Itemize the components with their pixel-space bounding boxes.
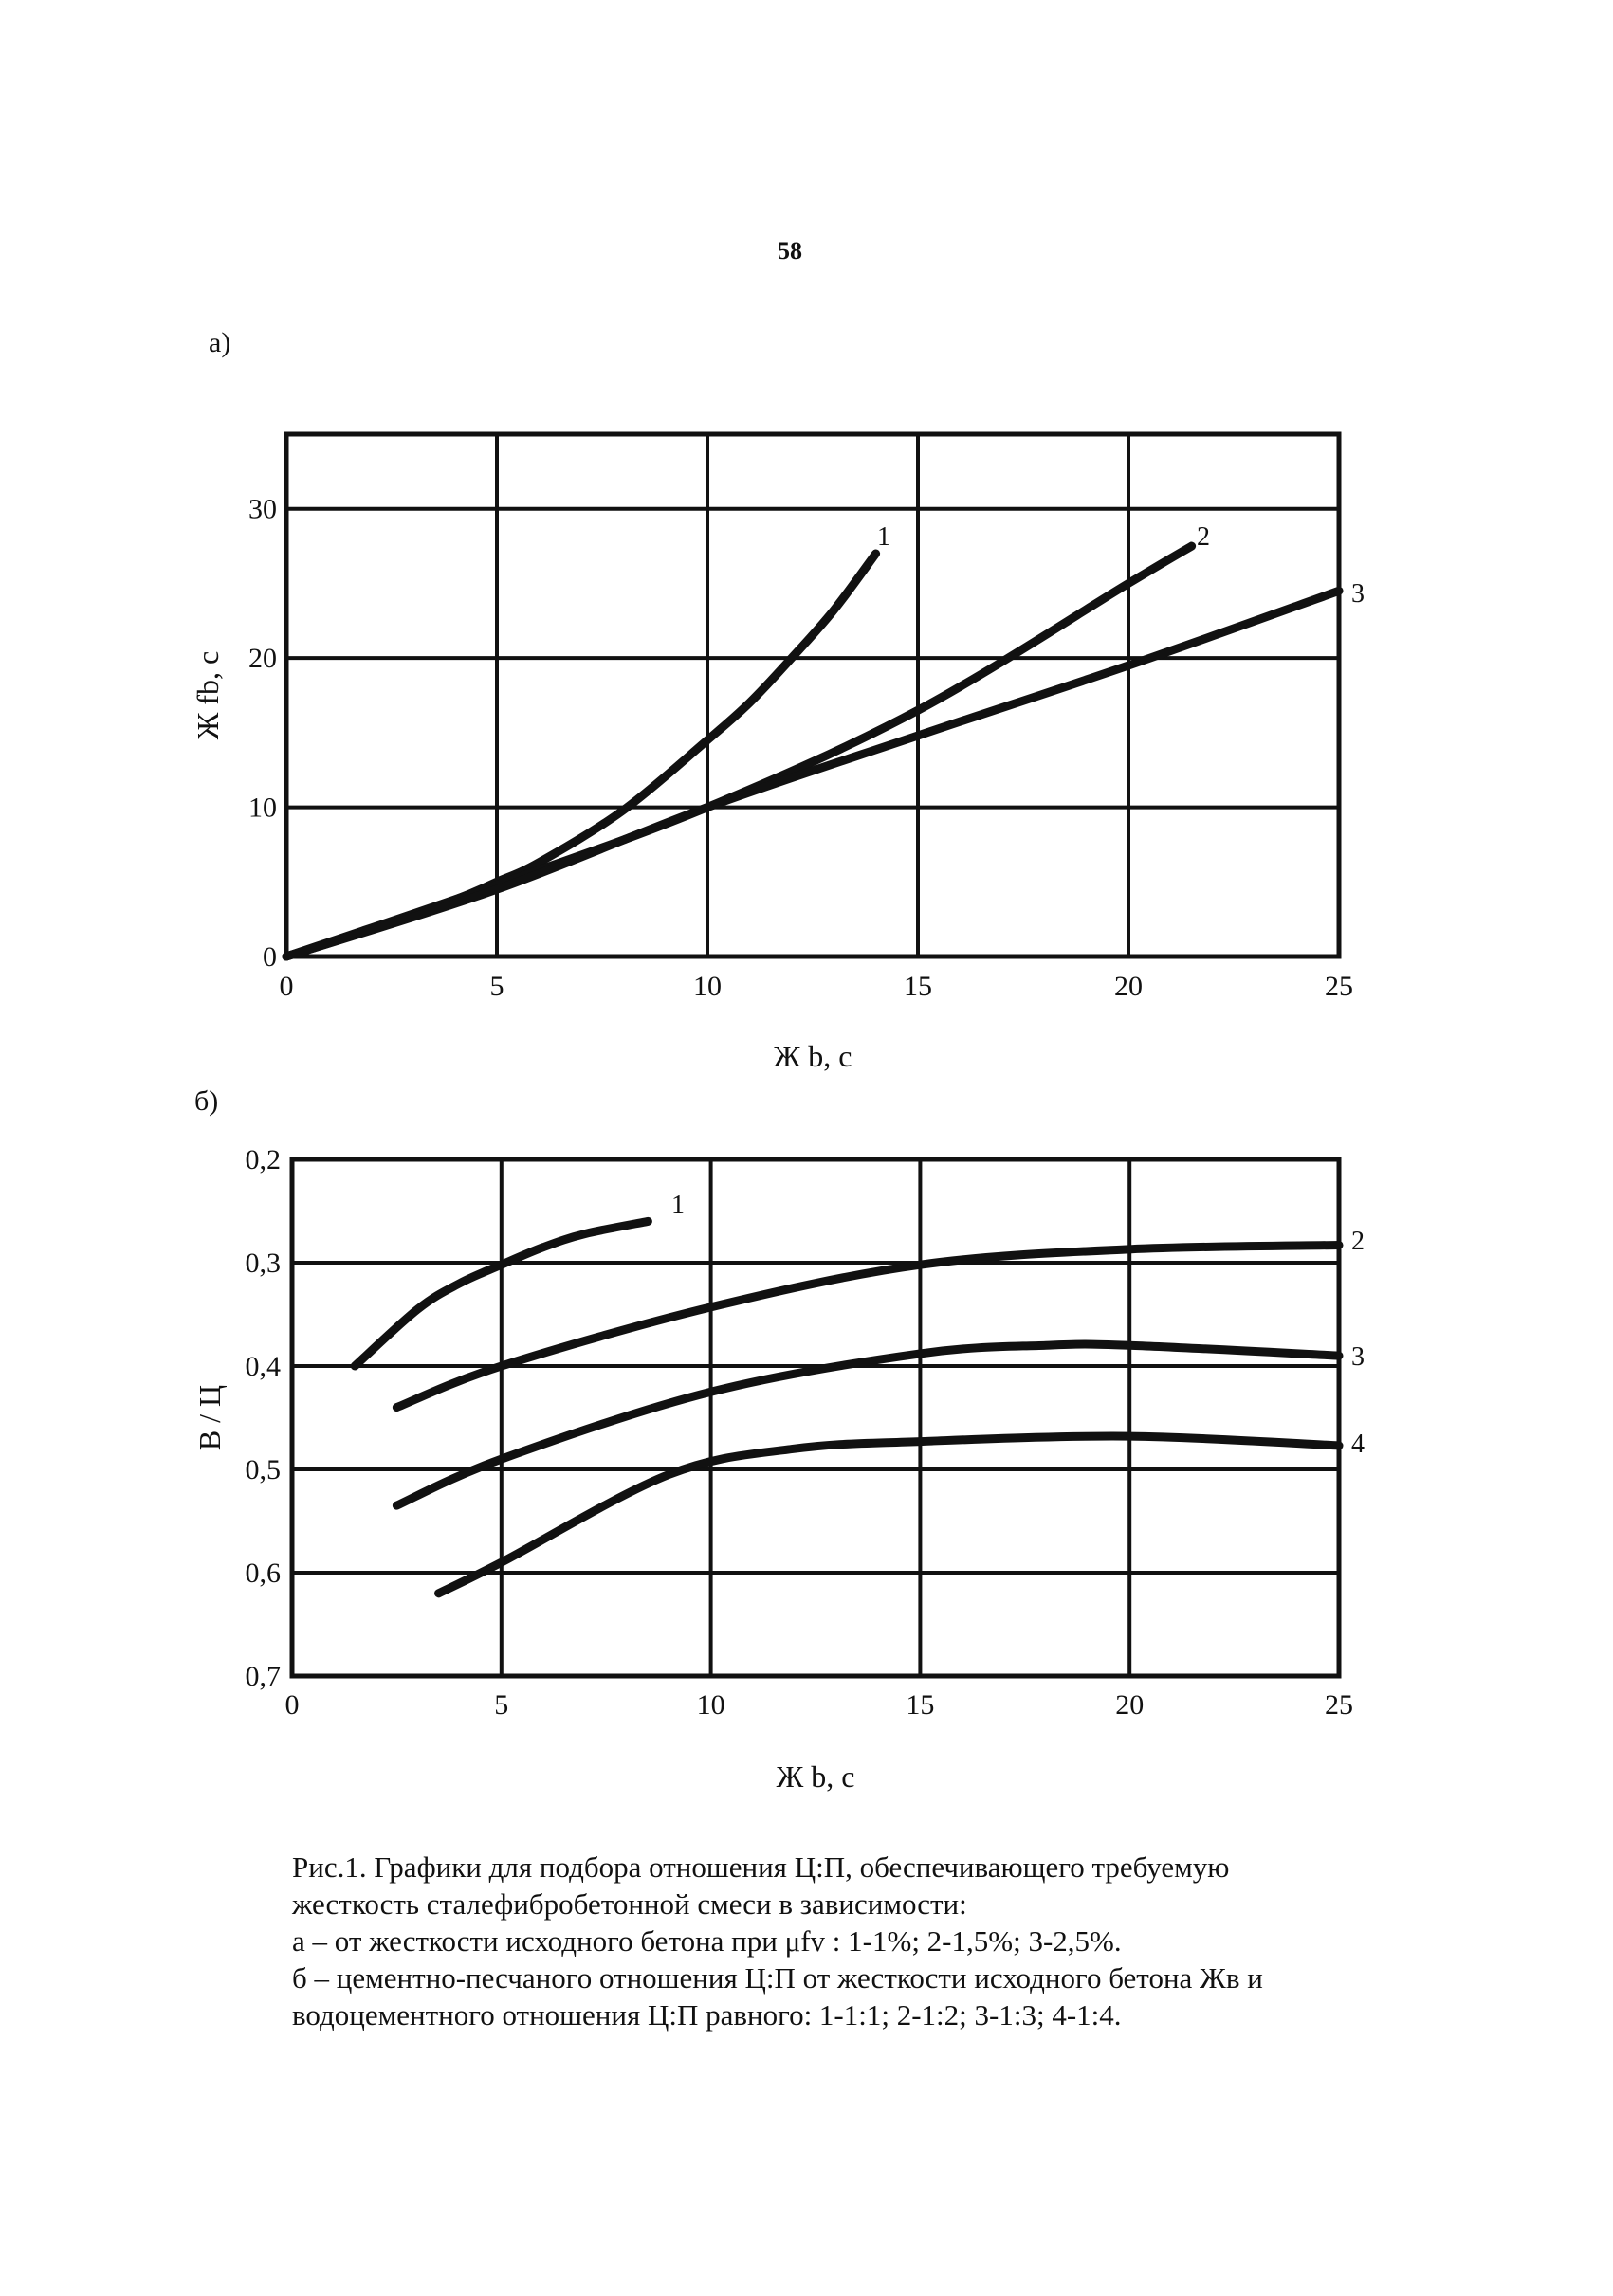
chart-b-x-axis-label: Ж b, c: [777, 1759, 855, 1794]
chart-a-xtick-label-4: 20: [1114, 971, 1143, 1002]
chart-a-ytick-label-3: 30: [248, 494, 277, 525]
chart-b-ytick-label-2: 0,4: [246, 1351, 282, 1382]
chart-a-series-line-1: [282, 549, 881, 961]
chart-b-ytick-label-0: 0,2: [246, 1144, 282, 1175]
chart-a-xtick-label-5: 25: [1325, 971, 1353, 1002]
chart-a-series-label-3: 3: [1351, 579, 1365, 609]
chart-b-series-line-2: [392, 1240, 1344, 1412]
chart-a-series-line-2: [282, 541, 1197, 961]
chart-a-xtick-label-3: 15: [904, 971, 932, 1002]
chart-a-xtick-label-1: 5: [490, 971, 504, 1002]
caption-line-2: жесткость сталефибробетонной смеси в зав…: [292, 1887, 967, 1921]
chart-a-ytick-label-1: 10: [248, 793, 277, 824]
chart-b-xtick-label-2: 10: [697, 1689, 725, 1721]
chart-b-xtick-label-1: 5: [494, 1689, 508, 1721]
chart-b-series-label-2: 2: [1351, 1227, 1365, 1256]
chart-b-series-label-1: 1: [671, 1191, 685, 1220]
chart-a-frame: [284, 431, 1342, 959]
chart-b-xtick-label-3: 15: [906, 1689, 934, 1721]
panel-a-label: а): [209, 327, 231, 358]
chart-b-ytick-label-5: 0,7: [246, 1661, 282, 1692]
chart-b-frame: [289, 1157, 1342, 1679]
chart-b-series-line-3: [392, 1339, 1344, 1510]
chart-a-series-line-3: [282, 586, 1344, 961]
figure-caption: Рис.1. Графики для подбора отношения Ц:П…: [292, 1849, 1383, 2033]
chart-b-xtick-label-4: 20: [1115, 1689, 1144, 1721]
chart-a-series-label-2: 2: [1197, 522, 1210, 552]
chart-a-ytick-label-0: 0: [263, 941, 277, 973]
chart-b-ytick-label-3: 0,5: [246, 1454, 282, 1485]
chart-a-xtick-label-2: 10: [693, 971, 722, 1002]
chart-b-series-line-4: [434, 1431, 1344, 1598]
caption-line-3: а – от жесткости исходного бетона при μf…: [292, 1924, 1122, 1958]
chart-b-ytick-label-4: 0,6: [246, 1558, 282, 1589]
caption-line-1: Рис.1. Графики для подбора отношения Ц:П…: [292, 1850, 1230, 1884]
chart-b-y-axis-label: В / Ц: [192, 1385, 227, 1450]
chart-b-series-label-4: 4: [1351, 1430, 1365, 1459]
chart-b-xtick-label-5: 25: [1325, 1689, 1353, 1721]
chart-b-ytick-label-1: 0,3: [246, 1248, 282, 1279]
chart-b-xtick-label-0: 0: [285, 1689, 300, 1721]
chart-a-series-label-1: 1: [877, 522, 890, 552]
chart-a-y-axis-label: Ж fb, c: [191, 651, 225, 740]
caption-line-4: б – цементно-песчаного отношения Ц:П от …: [292, 1961, 1263, 1995]
chart-a-xtick-label-0: 0: [280, 971, 294, 1002]
caption-line-5: водоцементного отношения Ц:П равного: 1-…: [292, 1998, 1122, 2032]
chart-a-ytick-label-2: 20: [248, 643, 277, 674]
page-number: 58: [778, 237, 802, 264]
chart-b-series-line-1: [350, 1216, 652, 1371]
chart-a-x-axis-label: Ж b, c: [774, 1039, 852, 1073]
panel-b-label: б): [194, 1085, 219, 1117]
chart-b-series-label-3: 3: [1351, 1342, 1365, 1372]
